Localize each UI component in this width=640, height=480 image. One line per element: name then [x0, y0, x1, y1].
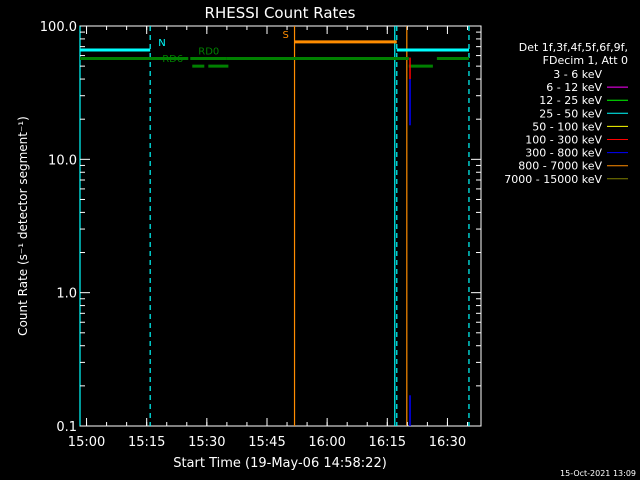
legend: Det 1f,3f,4f,5f,6f,9f, FDecim 1, Att 0 3… [504, 41, 628, 186]
y-tick-label-0: 0.1 [56, 420, 77, 435]
x-tick-label-4: 16:00 [308, 435, 345, 450]
x-tick-label-1: 15:15 [128, 435, 165, 450]
legend-header-line-1: Det 1f,3f,4f,5f,6f,9f, [519, 41, 628, 54]
legend-entry-8: 7000 - 15000 keV [504, 173, 602, 186]
y-tick-label-3: 100.0 [40, 20, 77, 35]
annotation-rd0: RD0 [198, 47, 219, 58]
annotation-n: N [158, 38, 165, 49]
footer-timestamp: 15-Oct-2021 13:09 [560, 469, 636, 478]
annotation-rd6: RD6 [162, 54, 183, 65]
x-tick-label-2: 15:30 [188, 435, 225, 450]
legend-entry-3: 25 - 50 keV [539, 107, 602, 120]
data-layer: N RD0 RD6 S [79, 26, 470, 426]
x-axis-label: Start Time (19-May-06 14:58:22) [173, 456, 387, 471]
y-axis-ticks: 0.1 1.0 10.0 100.0 [40, 20, 481, 435]
legend-entry-7: 800 - 7000 keV [518, 160, 602, 173]
x-axis-ticks: 15:00 15:15 15:30 15:45 16:00 16:15 16:30 [68, 26, 468, 450]
legend-entry-6: 300 - 800 keV [525, 147, 602, 160]
chart-title: RHESSI Count Rates [205, 4, 356, 22]
legend-header-line-2: FDecim 1, Att 0 [543, 54, 628, 67]
plot-frame [79, 25, 482, 427]
y-tick-label-1: 1.0 [56, 287, 77, 302]
annotation-s: S [283, 30, 289, 41]
x-tick-label-3: 15:45 [248, 435, 285, 450]
legend-entry-4: 50 - 100 keV [532, 120, 602, 133]
x-tick-label-6: 16:30 [429, 435, 466, 450]
y-axis-label: Count Rate (s⁻¹ detector segment⁻¹) [16, 116, 30, 336]
legend-entry-5: 100 - 300 keV [525, 134, 602, 147]
x-tick-label-5: 16:15 [369, 435, 406, 450]
legend-entry-0: 3 - 6 keV [553, 68, 602, 81]
legend-entry-1: 6 - 12 keV [546, 81, 602, 94]
legend-entry-2: 12 - 25 keV [539, 94, 602, 107]
y-tick-label-2: 10.0 [48, 153, 77, 168]
x-tick-label-0: 15:00 [68, 435, 105, 450]
